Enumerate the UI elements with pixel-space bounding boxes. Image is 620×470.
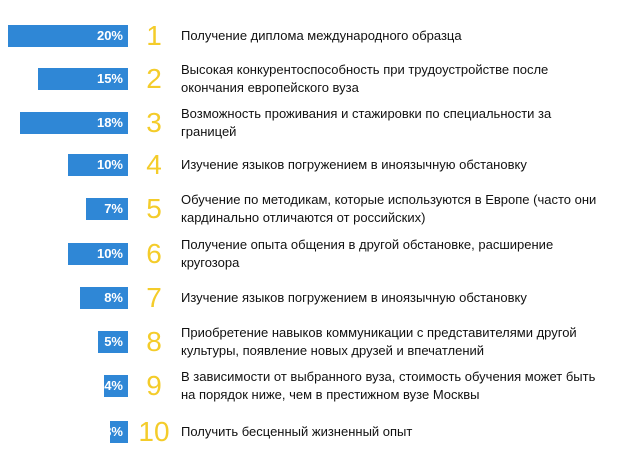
row-description: Возможность проживания и стажировки по с… — [181, 106, 552, 139]
bar-value-label: 15% — [96, 71, 123, 86]
bar: 4% — [104, 375, 128, 397]
row-description: Получение диплома международного образца — [181, 28, 462, 43]
bar: 10% — [68, 154, 128, 176]
bar: 5% — [98, 331, 128, 353]
row-description: В зависимости от выбранного вуза, стоимо… — [181, 369, 596, 402]
bar: 15% — [38, 68, 128, 90]
rank-number: 1 — [146, 20, 162, 51]
rank-number: 10 — [138, 416, 170, 447]
row-description: Изучение языков погружением в иноязычную… — [181, 157, 527, 172]
row-description: Получить бесценный жизненный опыт — [181, 424, 413, 439]
rank-number: 9 — [146, 370, 162, 401]
bar: 7% — [86, 198, 128, 220]
rank-number: 5 — [146, 193, 162, 224]
bar: 10% — [68, 243, 128, 265]
bar-value-label: 3% — [104, 424, 123, 439]
bar-value-label: 4% — [104, 378, 123, 393]
rank-number: 6 — [146, 238, 162, 269]
bar: 18% — [20, 112, 128, 134]
rank-number: 7 — [146, 282, 162, 313]
bar-value-label: 20% — [96, 28, 123, 43]
bar-value-label: 8% — [104, 290, 123, 305]
row-description: Приобретение навыков коммуникации с пред… — [181, 325, 577, 358]
rank-number: 4 — [146, 149, 162, 180]
row-description: Получение опыта общения в другой обстано… — [181, 237, 554, 270]
bar-value-label: 18% — [96, 115, 123, 130]
bar-value-label: 10% — [96, 157, 123, 172]
rank-number: 8 — [146, 326, 162, 357]
row-description: Обучение по методикам, которые использую… — [181, 192, 597, 225]
bar: 3% — [104, 421, 128, 443]
bar: 8% — [80, 287, 128, 309]
bar-value-label: 10% — [96, 246, 123, 261]
rank-number: 3 — [146, 107, 162, 138]
row-description: Изучение языков погружением в иноязычную… — [181, 290, 527, 305]
row-description: Высокая конкурентоспособность при трудоу… — [181, 62, 549, 95]
bar-value-label: 7% — [104, 201, 123, 216]
bar: 20% — [8, 25, 128, 47]
bar-value-label: 5% — [104, 334, 123, 349]
rank-number: 2 — [146, 63, 162, 94]
